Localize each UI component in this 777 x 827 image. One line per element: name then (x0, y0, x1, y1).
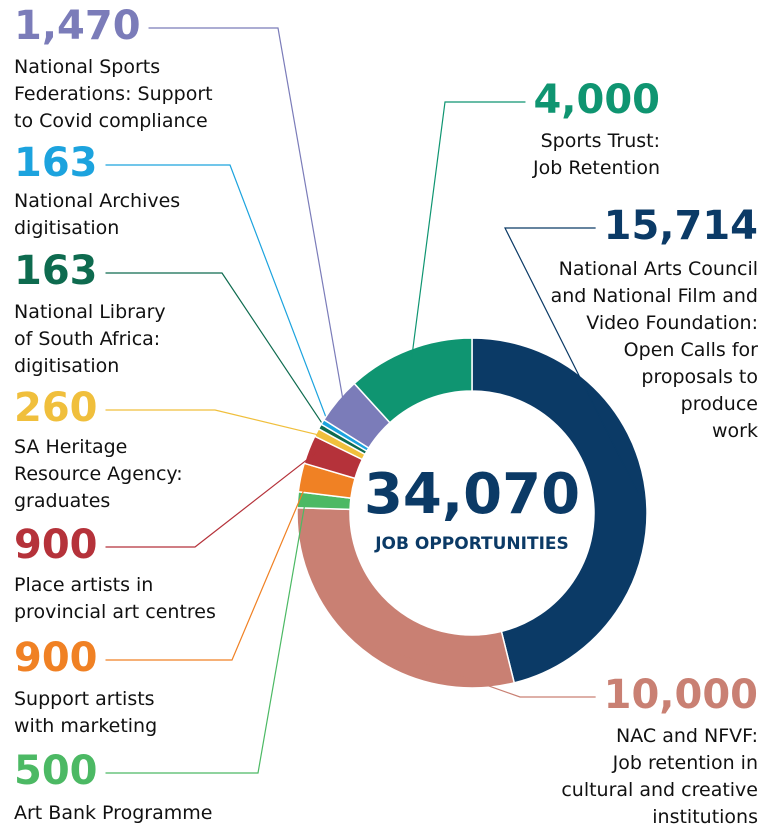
leader-line (504, 227, 639, 493)
category-label: National Library of South Africa: digiti… (14, 301, 166, 377)
leader-line (411, 101, 526, 358)
category-label: Art Bank Programme (14, 802, 213, 824)
value-label: 260 (14, 385, 98, 431)
leader-line (148, 27, 345, 406)
value-label: 500 (14, 748, 98, 794)
category-label: Support artists with marketing (14, 688, 158, 737)
leader-line (105, 409, 324, 437)
category-label: National Arts Council and National Film … (550, 258, 758, 442)
category-label: National Archives digitisation (14, 190, 181, 239)
value-label: 10,000 (604, 672, 758, 718)
value-label: 900 (14, 635, 98, 681)
category-label: Place artists in provincial art centres (14, 574, 216, 623)
value-label: 900 (14, 522, 98, 568)
category-label: NAC and NFVF: Job retention in cultural … (561, 725, 758, 827)
leader-line (366, 642, 596, 698)
category-label: Sports Trust: Job Retention (533, 130, 660, 179)
leader-line (105, 272, 328, 431)
leader-line (105, 164, 330, 427)
total-caption: JOB OPPORTUNITIES (374, 534, 569, 554)
donut-segment (296, 507, 516, 689)
total-value: 34,070 (364, 462, 580, 527)
leader-line (105, 478, 310, 661)
value-label: 1,470 (14, 3, 141, 49)
value-label: 163 (14, 248, 98, 294)
category-label: SA Heritage Resource Agency: graduates (14, 436, 183, 512)
value-label: 4,000 (533, 77, 660, 123)
category-label: National Sports Federations: Support to … (14, 56, 213, 132)
value-label: 15,714 (604, 203, 758, 249)
value-label: 163 (14, 140, 98, 186)
leader-line (105, 451, 317, 548)
leader-line (105, 500, 307, 774)
donut-segment (353, 337, 473, 424)
